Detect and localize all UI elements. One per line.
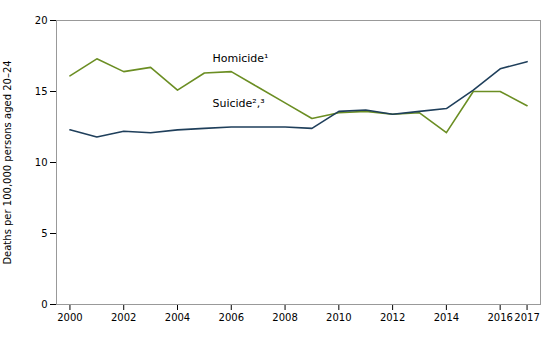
svg-text:2017: 2017 xyxy=(514,312,539,323)
svg-text:2012: 2012 xyxy=(380,312,405,323)
svg-text:2014: 2014 xyxy=(434,312,459,323)
svg-text:2006: 2006 xyxy=(219,312,244,323)
svg-text:10: 10 xyxy=(35,157,48,168)
svg-text:20: 20 xyxy=(35,15,48,26)
svg-text:2016: 2016 xyxy=(487,312,512,323)
svg-text:2002: 2002 xyxy=(111,312,136,323)
svg-text:2008: 2008 xyxy=(272,312,297,323)
svg-text:Suicide²,³: Suicide²,³ xyxy=(212,97,264,110)
svg-text:15: 15 xyxy=(35,86,48,97)
svg-text:2000: 2000 xyxy=(57,312,82,323)
svg-text:Deaths per 100,000 persons age: Deaths per 100,000 persons aged 20–24 xyxy=(2,60,13,264)
svg-text:Homicide¹: Homicide¹ xyxy=(212,52,268,65)
svg-text:2004: 2004 xyxy=(165,312,190,323)
svg-text:0: 0 xyxy=(41,299,47,310)
svg-text:2010: 2010 xyxy=(326,312,351,323)
svg-text:5: 5 xyxy=(41,228,47,239)
